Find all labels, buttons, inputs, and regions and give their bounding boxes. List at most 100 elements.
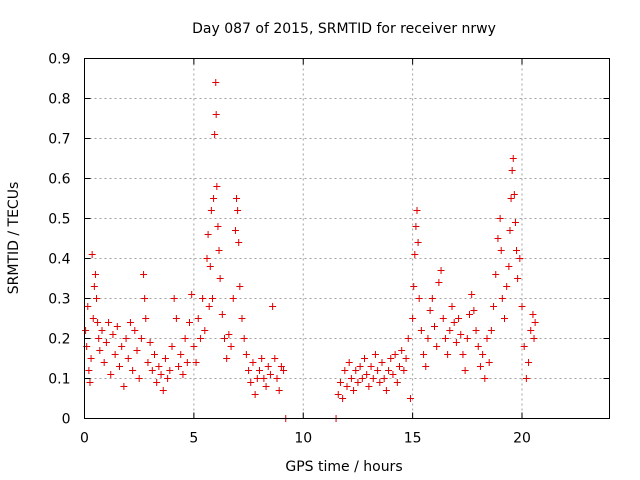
data-point [253,375,261,382]
axis-ticks: 0 0.1 0.2 0.3 0.4 0.5 0.6 0.7 0.8 0.9 0 5 10 15 20 [48,52,610,447]
data-point [461,367,469,374]
data-point [513,247,521,254]
data-point [424,335,432,342]
data-point [151,351,158,358]
data-point [95,335,103,342]
data-point [196,335,204,342]
data-point [428,295,436,302]
data-point [516,255,524,262]
data-point [227,343,235,350]
data-point [177,351,185,358]
data-point [186,319,193,326]
data-point [188,291,196,298]
data-point [391,351,399,358]
data-point [84,303,92,310]
data-point [505,263,513,270]
data-point [208,295,216,302]
data-point [459,351,467,358]
x-tick-label: 5 [189,431,198,447]
data-point [529,311,537,318]
data-point [277,363,285,370]
data-point [412,223,420,230]
data-point [212,79,220,86]
data-point [422,363,430,370]
data-point [87,355,95,362]
data-point [393,379,401,386]
data-point [137,335,145,342]
data-point [402,355,410,362]
data-point [498,295,506,302]
data-point [485,359,493,366]
data-point [527,327,535,334]
data-point [225,331,233,338]
data-point [339,395,347,402]
data-point [245,367,253,374]
data-point [476,363,484,370]
data-point [172,315,180,322]
data-point [122,335,130,342]
data-point [240,335,248,342]
data-point [242,351,250,358]
y-tick-label: 0.2 [48,332,70,348]
data-point [492,271,500,278]
data-point [142,315,150,322]
plot-frame [84,58,610,419]
chart-title: Day 087 of 2015, SRMTID for receiver nrw… [192,21,496,37]
data-point [361,355,368,362]
data-point [396,363,403,370]
data-point [455,315,463,322]
data-point [365,383,373,390]
y-tick-label: 0.3 [48,292,70,308]
data-point [168,343,176,350]
data-point [487,327,495,334]
data-point [247,379,255,386]
data-point [192,359,200,366]
data-point [273,375,281,382]
data-point [126,319,134,326]
data-point [448,303,456,310]
data-point [88,251,96,258]
data-point [86,379,94,386]
data-point [450,319,458,326]
y-tick-label: 0.4 [48,252,70,268]
data-point [347,375,355,382]
data-point [155,363,163,370]
data-point [398,347,406,354]
data-point [260,375,268,382]
data-point [216,275,224,282]
data-point [213,183,221,190]
data-point [153,379,161,386]
data-point [417,327,425,334]
data-point [194,315,202,322]
data-point [85,367,93,374]
data-point [472,327,480,334]
y-tick-label: 0.5 [48,212,70,228]
y-axis-label: SRMTID / TECUs [6,182,22,295]
data-point [82,327,90,334]
data-point [404,335,412,342]
data-point [530,335,538,342]
data-point [258,355,266,362]
y-tick-label: 0.6 [48,172,70,188]
data-point [380,375,388,382]
data-point [218,311,226,318]
y-tick-label: 0.9 [48,52,70,68]
y-tick-label: 0 [62,412,71,428]
data-point [431,323,438,330]
data-point [356,363,364,370]
data-point [413,207,421,214]
data-point [437,267,445,274]
data-point [506,227,514,234]
data-point [414,239,422,246]
data-point [135,375,143,382]
data-point [345,359,353,366]
data-point [140,271,148,278]
data-point [466,311,473,318]
data-point [371,351,379,358]
data-point [531,319,539,326]
y-tick-label: 0.7 [48,132,70,148]
data-point [481,375,489,382]
data-point [107,371,115,378]
data-point [409,315,417,322]
data-point [411,251,419,258]
